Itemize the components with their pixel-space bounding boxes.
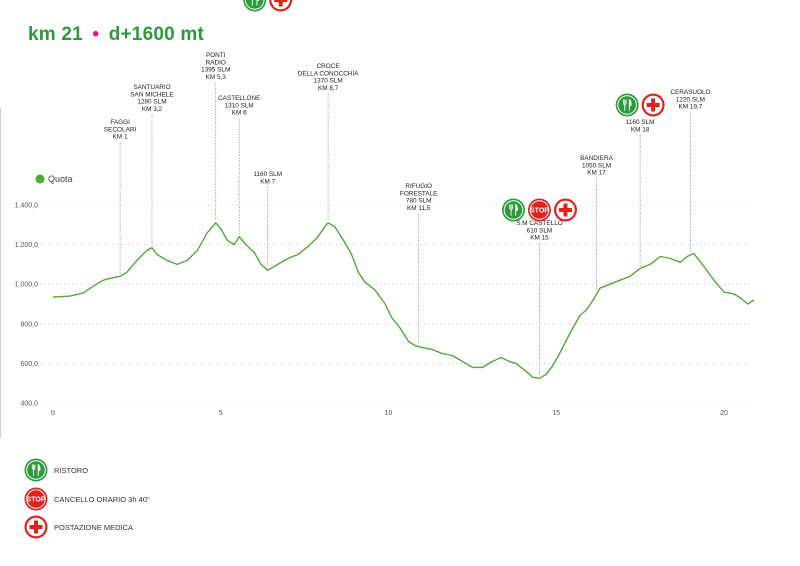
waypoint-label: 1280 SLM — [137, 99, 166, 106]
elevation-line — [52, 222, 755, 379]
legend-item-stop: STOP CANCELLO ORARIO 3h 40" — [24, 487, 324, 513]
elevation-profile-chart: 400,0 600,0 800,0 1.000,0 1.200,0 1.400,0 0 5 10… — [15, 0, 755, 417]
waypoint-label: FAGGI — [110, 119, 130, 126]
stop-icon-text: STOP — [27, 497, 46, 504]
waypoint-label: KM 1 — [113, 134, 128, 141]
waypoint-label: KM 18 — [631, 126, 650, 133]
distance-label: km 21 — [28, 24, 83, 45]
ristoro-icon — [243, 0, 267, 12]
y-tick-label: 600,0 — [20, 361, 38, 368]
medical-cross-icon — [553, 198, 577, 222]
waypoint-label: 1370 SLM — [314, 78, 343, 85]
waypoint-label: 1050 SLM — [582, 162, 611, 169]
series-legend-label: Quota — [48, 174, 73, 184]
waypoint-label: 610 SLM — [527, 227, 553, 234]
ristoro-icon — [501, 198, 525, 222]
x-tick-label: 20 — [720, 410, 728, 417]
y-tick-label: 1.200,0 — [15, 242, 38, 249]
header-separator-dot: • — [92, 24, 100, 45]
course-summary-header: km 21 • d+1600 mt — [28, 24, 204, 46]
elevation-gain-label: d+1600 mt — [108, 24, 204, 45]
stop-icon: STOP — [24, 487, 48, 511]
waypoint-label: 1395 SLM — [201, 67, 230, 74]
waypoint-label: RIFUGIO — [405, 183, 432, 190]
medical-cross-icon — [24, 515, 48, 539]
svg-text:STOP: STOP — [530, 208, 549, 215]
waypoint-label: SAN MICHELE — [130, 91, 173, 98]
waypoint-label: SECOLARI — [104, 126, 137, 133]
waypoint-label: KM 6 — [232, 110, 247, 117]
left-border-line — [0, 108, 1, 438]
waypoint-label: BANDIERA — [580, 155, 613, 162]
waypoint-label: KM 3,2 — [142, 106, 163, 113]
y-tick-label: 400,0 — [20, 401, 38, 408]
waypoint-label: S.M CASTELLO — [516, 220, 563, 227]
waypoint-label: KM 19,7 — [679, 104, 703, 111]
legend-label-stop: CANCELLO ORARIO 3h 40" — [54, 495, 150, 504]
y-tick-label: 1.000,0 — [15, 282, 38, 289]
waypoint-label: CROCE — [317, 63, 340, 70]
x-tick-label: 5 — [219, 410, 223, 417]
waypoint-label: DELLA CONOCCHIA — [298, 70, 359, 77]
waypoint-label: 1220 SLM — [676, 96, 705, 103]
y-tick-label: 1.400,0 — [15, 203, 38, 210]
x-tick-label: 15 — [552, 410, 560, 417]
legend-item-medico: POSTAZIONE MEDICA — [24, 515, 324, 541]
waypoint-label: 1160 SLM — [626, 119, 655, 126]
waypoint-label: 1310 SLM — [225, 102, 254, 109]
medical-cross-icon — [641, 93, 665, 117]
waypoint-label: PONTI — [206, 52, 226, 59]
waypoint-label: KM 8,7 — [318, 85, 339, 92]
x-tick-label: 10 — [385, 410, 393, 417]
waypoint-label: CASTELLONE — [218, 95, 260, 102]
waypoint-label: KM 17 — [587, 170, 606, 177]
medical-cross-icon — [269, 0, 293, 12]
legend-label-ristoro: RISTORO — [54, 466, 89, 475]
legend-label-medico: POSTAZIONE MEDICA — [54, 523, 134, 532]
y-tick-label: 800,0 — [20, 321, 38, 328]
stop-icon: STOP — [527, 198, 551, 222]
waypoint-label: KM 11,5 — [407, 205, 431, 212]
series-legend-marker — [35, 174, 45, 184]
waypoint-label: RADIO — [206, 59, 226, 66]
waypoint-label: 1160 SLM — [253, 171, 282, 178]
ristoro-icon — [24, 458, 48, 482]
x-tick-label: 0 — [51, 410, 55, 417]
waypoint-label: KM 5,3 — [206, 74, 227, 81]
waypoint-label: 780 SLM — [406, 198, 432, 205]
ristoro-icon — [615, 93, 639, 117]
waypoint-label: SANTUARIO — [133, 84, 170, 91]
waypoint-label: KM 7 — [260, 178, 275, 185]
waypoint-label: FORESTALE — [400, 190, 438, 197]
waypoint-label: CERASUOLO — [670, 89, 710, 96]
waypoint-label: KM 15 — [530, 235, 549, 242]
legend-item-ristoro: RISTORO — [24, 458, 324, 484]
